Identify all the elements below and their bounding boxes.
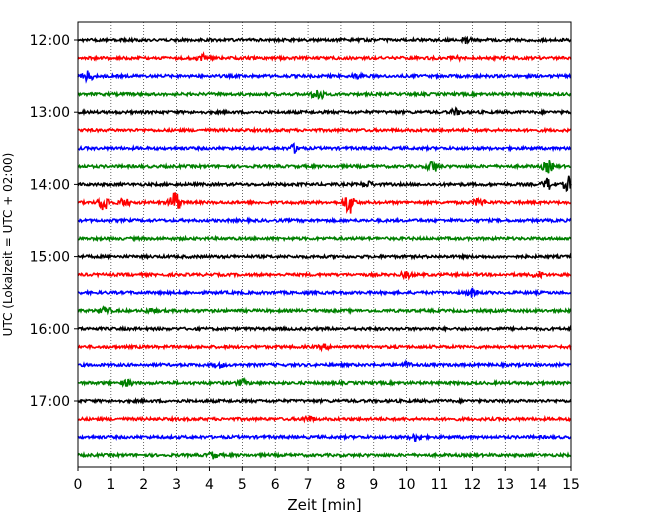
- plot-area-frame: [77, 21, 572, 468]
- y-tick-label: 16:00: [30, 322, 70, 338]
- x-tick-label: 2: [139, 477, 148, 493]
- x-tick-label: 9: [369, 477, 378, 493]
- trace-1345: [77, 159, 572, 174]
- trace-1700: [77, 396, 572, 406]
- trace-1645: [77, 376, 572, 388]
- y-tick-label: 15:00: [30, 250, 70, 266]
- y-tick-label: 12:00: [30, 33, 70, 49]
- trace-1315: [77, 125, 572, 135]
- x-tick-label: 11: [431, 477, 449, 493]
- trace-1730: [77, 432, 572, 443]
- x-tick-label: 8: [336, 477, 345, 493]
- y-tick-label: 17:00: [30, 394, 70, 410]
- x-axis-label: Zeit [min]: [287, 496, 361, 514]
- y-axis-label: UTC (Lokalzeit = UTC + 02:00): [1, 153, 15, 337]
- trace-1530: [77, 287, 572, 298]
- x-tick-label: 15: [562, 477, 580, 493]
- x-axis-ticks: 0 1 2 3 4 5 6 7 8 9 10 11 12 13 14 15: [74, 467, 580, 493]
- seismic-traces: [77, 35, 572, 460]
- x-tick-label: 14: [529, 477, 547, 493]
- y-tick-label: 14:00: [30, 177, 70, 193]
- trace-1715: [77, 414, 572, 424]
- x-tick-label: 0: [74, 477, 83, 493]
- x-tick-label: 1: [106, 477, 115, 493]
- trace-1400: [77, 175, 572, 193]
- trace-1300: [77, 106, 572, 117]
- trace-1415: [77, 192, 572, 215]
- x-tick-label: 10: [398, 477, 416, 493]
- trace-1630: [77, 358, 572, 370]
- trace-1615: [77, 342, 572, 353]
- x-tick-label: 6: [271, 477, 280, 493]
- trace-1215: [77, 51, 572, 63]
- trace-1500: [77, 252, 572, 261]
- trace-1445: [77, 234, 572, 243]
- y-axis-ticks: 12:00 13:00 14:00 15:00 16:00 17:00: [30, 33, 78, 410]
- trace-1430: [77, 216, 572, 225]
- trace-1200: [77, 35, 572, 45]
- trace-1245: [77, 89, 572, 101]
- trace-1600: [77, 324, 572, 333]
- y-tick-label: 13:00: [30, 105, 70, 121]
- trace-1745: [77, 450, 572, 460]
- trace-1230: [77, 70, 572, 84]
- x-tick-label: 3: [172, 477, 181, 493]
- x-tick-label: 13: [496, 477, 514, 493]
- x-tick-label: 4: [205, 477, 214, 493]
- grid-lines: [110, 22, 539, 467]
- trace-1330: [77, 142, 572, 154]
- trace-1515: [77, 269, 572, 281]
- x-tick-label: 7: [304, 477, 313, 493]
- trace-1545: [77, 305, 572, 316]
- x-tick-label: 12: [463, 477, 481, 493]
- x-tick-label: 5: [238, 477, 247, 493]
